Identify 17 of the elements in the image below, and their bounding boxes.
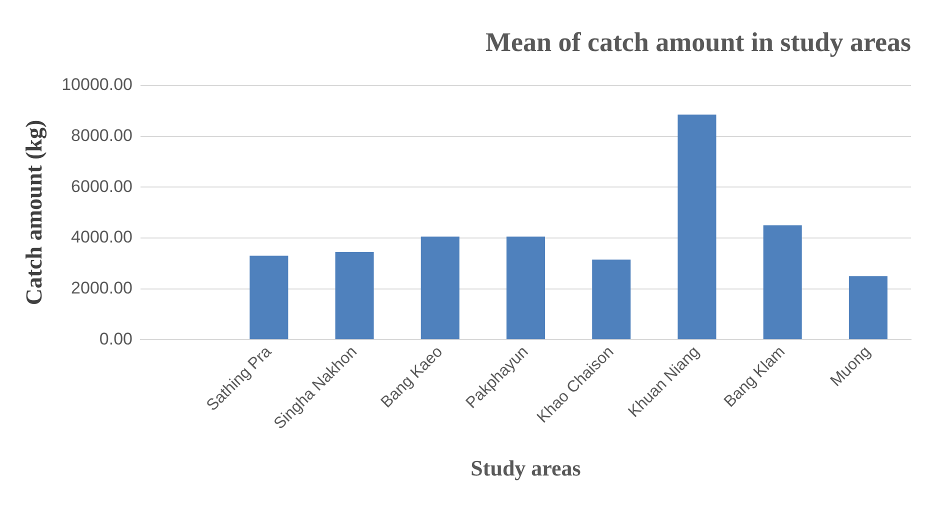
bar: [848, 276, 888, 340]
bar: [250, 256, 288, 340]
bar: [678, 114, 716, 340]
y-tick-label: 8000.00: [71, 126, 133, 145]
bar: [592, 260, 631, 340]
bar: [506, 236, 546, 340]
bar: [335, 252, 374, 340]
bar: [763, 225, 802, 340]
y-tick-label: 4000.00: [71, 228, 133, 247]
y-tick-label: 0.00: [99, 329, 133, 348]
chart-title: Mean of catch amount in study areas: [485, 27, 911, 58]
y-tick-label: 2000.00: [71, 278, 133, 298]
y-tick-label: 10000.00: [62, 75, 133, 94]
x-axis-title: Study areas: [470, 455, 582, 480]
y-tick-label: 6000.00: [71, 176, 133, 196]
y-axis-title: Catch amount (kg): [22, 120, 48, 306]
bar: [420, 236, 460, 340]
